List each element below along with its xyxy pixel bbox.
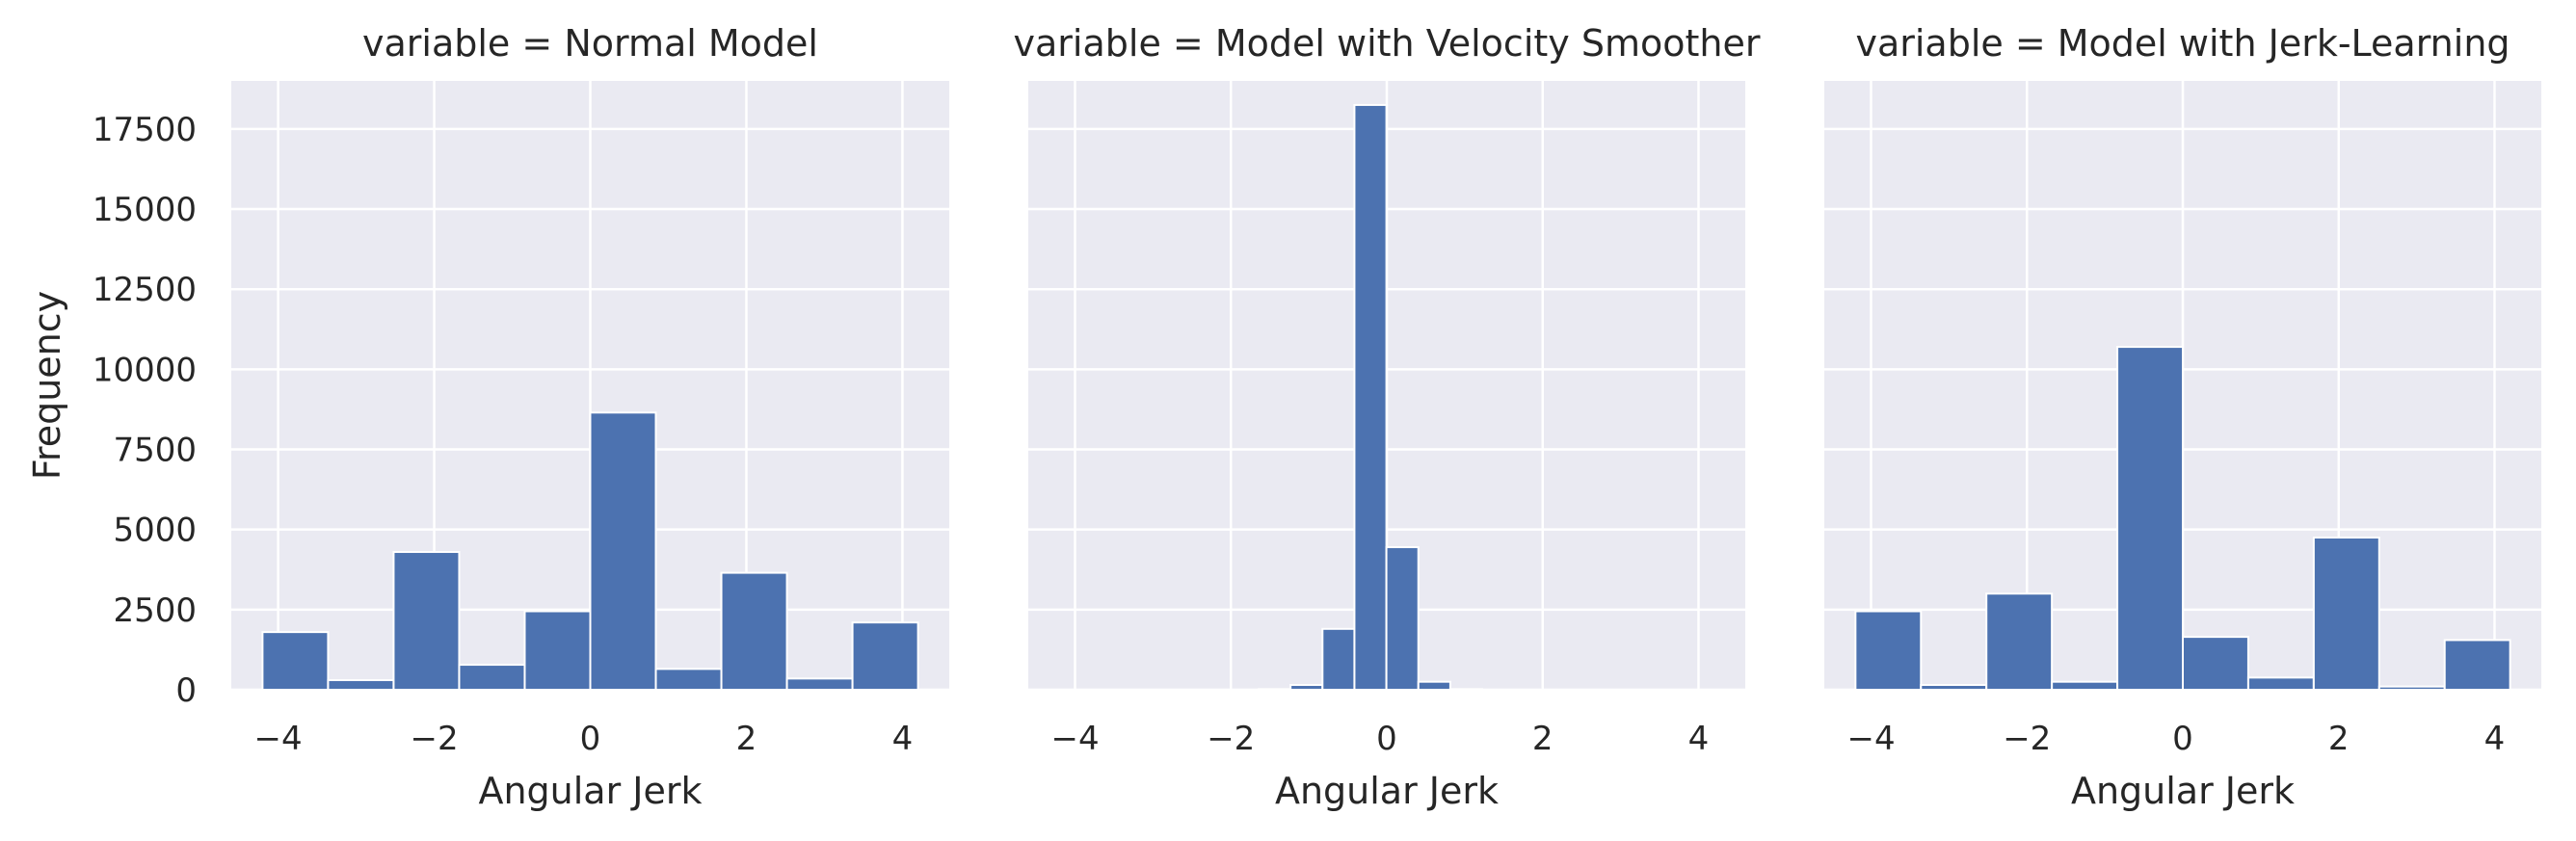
x-tick-label: 4: [892, 720, 914, 758]
histogram-bar: [1920, 684, 1988, 691]
y-axis-label: Frequency: [26, 291, 68, 480]
histogram-bar: [720, 571, 788, 692]
x-tick-label: 4: [1688, 720, 1710, 758]
histogram-bar: [1257, 688, 1292, 691]
x-tick-label: −4: [254, 720, 303, 758]
histogram-bar: [1353, 103, 1388, 691]
x-tick-label: 0: [2172, 720, 2193, 758]
x-tick-label: −4: [1846, 720, 1895, 758]
y-tick-label: 5000: [113, 512, 197, 550]
x-tick-label: −2: [1207, 720, 1255, 758]
y-tick-label: 12500: [93, 271, 197, 309]
histogram-bar: [392, 550, 461, 692]
x-tick-label: 0: [1376, 720, 1397, 758]
histogram-bar: [2312, 537, 2380, 691]
histogram-bar: [785, 677, 854, 692]
x-tick-label: 2: [736, 720, 757, 758]
panel-title: variable = Normal Model: [362, 22, 818, 65]
histogram-bar: [589, 411, 657, 691]
histogram-bar: [1385, 545, 1420, 691]
y-tick-label: 7500: [113, 432, 197, 470]
x-axis-label: Angular Jerk: [1275, 770, 1499, 812]
x-axis-label: Angular Jerk: [478, 770, 702, 812]
histogram-bar: [2182, 636, 2249, 691]
histogram-bar: [1289, 684, 1324, 691]
histogram-bar: [1321, 627, 1356, 691]
x-tick-label: −2: [410, 720, 458, 758]
histogram-bar: [2246, 676, 2315, 691]
y-tick-label: 0: [175, 671, 197, 710]
facet-panel-3: variable = Model with Jerk-Learning −4 −2 0…: [1824, 22, 2541, 812]
histogram-bar: [1448, 688, 1484, 691]
histogram-bar: [2377, 685, 2446, 692]
histogram-bar: [1417, 680, 1451, 691]
histogram-bar: [1854, 610, 1923, 691]
x-tick-label: 0: [580, 720, 601, 758]
panel-title: variable = Model with Velocity Smoother: [1014, 22, 1761, 65]
x-tick-label: 2: [2328, 720, 2350, 758]
y-tick-label: 17500: [93, 111, 197, 149]
facet-panels: variable = Normal Model −4 −2 0 2 4 Angular Je…: [26, 22, 2541, 812]
histogram-bar: [2116, 346, 2185, 691]
facet-panel-2: variable = Model with Velocity Smoother −…: [1014, 22, 1761, 812]
histogram-bar: [327, 679, 395, 692]
facet-panel-1: variable = Normal Model −4 −2 0 2 4 Angular Je…: [26, 22, 949, 812]
histogram-bar: [261, 631, 330, 692]
x-axis-label: Angular Jerk: [2071, 770, 2295, 812]
panel-title: variable = Model with Jerk-Learning: [1855, 22, 2510, 65]
x-tick-label: −4: [1050, 720, 1099, 758]
y-tick-label: 2500: [113, 591, 197, 630]
x-tick-label: −2: [2003, 720, 2051, 758]
histogram-bar: [1985, 592, 2054, 691]
histogram-bar: [523, 610, 592, 691]
histogram-bar: [654, 668, 723, 692]
histogram-bar: [2051, 680, 2119, 691]
y-tick-label: 10000: [93, 351, 197, 389]
histogram-bar: [851, 621, 919, 691]
x-tick-label: 4: [2484, 720, 2506, 758]
y-tick-label: 15000: [93, 191, 197, 229]
histogram-bar: [458, 664, 526, 692]
x-tick-label: 2: [1532, 720, 1554, 758]
histogram-bar: [2443, 639, 2511, 691]
